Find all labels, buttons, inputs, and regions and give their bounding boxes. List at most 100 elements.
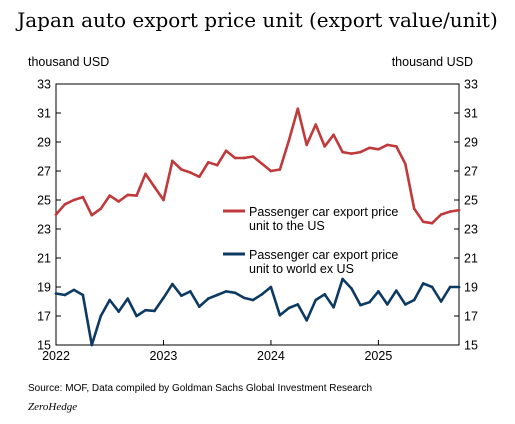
data-point-world-ex-us (439, 300, 443, 303)
right-y-tick-label: 29 (464, 136, 478, 150)
data-point-us (117, 200, 120, 203)
data-point-world-ex-us (135, 314, 138, 318)
data-point-world-ex-us (99, 314, 103, 318)
data-point-world-ex-us (63, 293, 67, 297)
data-point-world-ex-us (421, 282, 425, 285)
data-point-world-ex-us (108, 298, 112, 302)
legend-label-world-line1: Passenger car export price (249, 248, 398, 262)
left-y-tick-label: 21 (37, 252, 51, 266)
data-point-us (439, 213, 443, 216)
data-point-world-ex-us (332, 306, 335, 309)
left-y-tick-label: 19 (37, 281, 51, 295)
data-point-world-ex-us (395, 289, 398, 292)
data-point-us (350, 152, 353, 155)
data-point-world-ex-us (189, 290, 192, 293)
data-point-us (287, 139, 291, 142)
data-point-us (90, 213, 94, 217)
data-point-us (242, 156, 246, 160)
data-point-world-ex-us (126, 297, 129, 300)
data-point-us (386, 143, 389, 147)
data-point-us (305, 143, 309, 147)
data-point-world-ex-us (269, 285, 273, 289)
right-y-tick-label: 21 (464, 252, 478, 266)
left-axis-unit-label: thousand USD (28, 55, 109, 69)
legend-label-us-line1: Passenger car export price (249, 205, 398, 219)
data-point-world-ex-us (144, 308, 147, 312)
data-point-us (296, 107, 300, 110)
right-y-tick-label: 25 (464, 194, 478, 208)
data-point-world-ex-us (448, 285, 452, 289)
left-y-tick-label: 33 (37, 78, 51, 92)
left-y-tick-label: 25 (37, 194, 51, 208)
right-y-tick-label: 27 (464, 165, 478, 179)
data-point-us (233, 156, 237, 160)
data-point-us (108, 194, 112, 197)
data-point-us (251, 155, 255, 158)
right-y-tick-label: 15 (464, 339, 478, 353)
left-y-tick-label: 17 (37, 310, 51, 324)
data-point-world-ex-us (386, 303, 389, 306)
left-y-tick-label: 29 (37, 136, 51, 150)
data-point-us (403, 162, 407, 166)
chart-title: Japan auto export price unit (export val… (15, 8, 498, 32)
data-point-us (206, 161, 210, 164)
data-point-world-ex-us (430, 285, 434, 289)
data-point-us (135, 194, 138, 197)
series-line-world-ex-us (54, 277, 461, 347)
left-y-tick-label: 23 (37, 223, 51, 237)
data-point-us (323, 145, 326, 148)
data-point-world-ex-us (197, 305, 201, 308)
data-point-world-ex-us (162, 296, 165, 300)
data-point-world-ex-us (341, 277, 344, 281)
data-point-world-ex-us (153, 309, 156, 313)
data-point-world-ex-us (359, 303, 362, 307)
left-y-tick-label: 27 (37, 165, 51, 179)
data-point-world-ex-us (403, 303, 407, 306)
data-point-world-ex-us (457, 285, 461, 289)
data-point-world-ex-us (278, 313, 282, 317)
data-point-us (126, 193, 129, 197)
right-y-axis: 15 17 19 21 23 25 27 29 31 33 (454, 78, 478, 353)
data-point-world-ex-us (206, 297, 210, 300)
data-point-us (81, 195, 85, 199)
data-point-us (278, 168, 282, 171)
x-tick-label: 2025 (364, 349, 392, 363)
x-tick-label: 2022 (42, 349, 70, 363)
right-y-tick-label: 17 (464, 310, 478, 324)
data-point-world-ex-us (81, 293, 85, 297)
left-y-tick-label: 31 (37, 107, 51, 121)
legend-label-world-line2: unit to world ex US (249, 262, 354, 276)
data-point-world-ex-us (323, 292, 326, 296)
right-axis-unit-label: thousand USD (392, 55, 473, 69)
x-tick-label: 2024 (257, 349, 285, 363)
data-point-world-ex-us (233, 291, 237, 295)
data-point-world-ex-us (296, 303, 300, 306)
source-note: Source: MOF, Data compiled by Goldman Sa… (28, 383, 372, 394)
right-y-tick-label: 23 (464, 223, 478, 237)
series-line-us (54, 107, 461, 225)
data-point-us (99, 207, 103, 210)
data-point-us (63, 203, 67, 206)
data-point-us (224, 149, 228, 152)
data-point-us (412, 207, 416, 210)
left-y-axis: 15 17 19 21 23 25 27 29 31 33 (37, 78, 61, 353)
data-point-us (341, 150, 344, 154)
data-point-world-ex-us (171, 282, 174, 286)
data-point-us (421, 220, 425, 224)
right-y-tick-label: 33 (464, 78, 478, 92)
data-point-us (377, 147, 380, 151)
data-point-world-ex-us (412, 298, 416, 302)
data-point-us (332, 133, 335, 137)
data-point-world-ex-us (314, 298, 318, 302)
data-point-us (153, 185, 156, 189)
data-point-world-ex-us (305, 319, 309, 322)
data-point-us (197, 175, 201, 179)
data-point-us (269, 169, 273, 173)
data-point-us (260, 162, 264, 166)
right-y-tick-label: 31 (464, 107, 478, 121)
data-point-world-ex-us (242, 296, 246, 300)
data-point-us (359, 150, 362, 154)
data-point-us (144, 172, 147, 176)
data-point-us (395, 145, 398, 148)
